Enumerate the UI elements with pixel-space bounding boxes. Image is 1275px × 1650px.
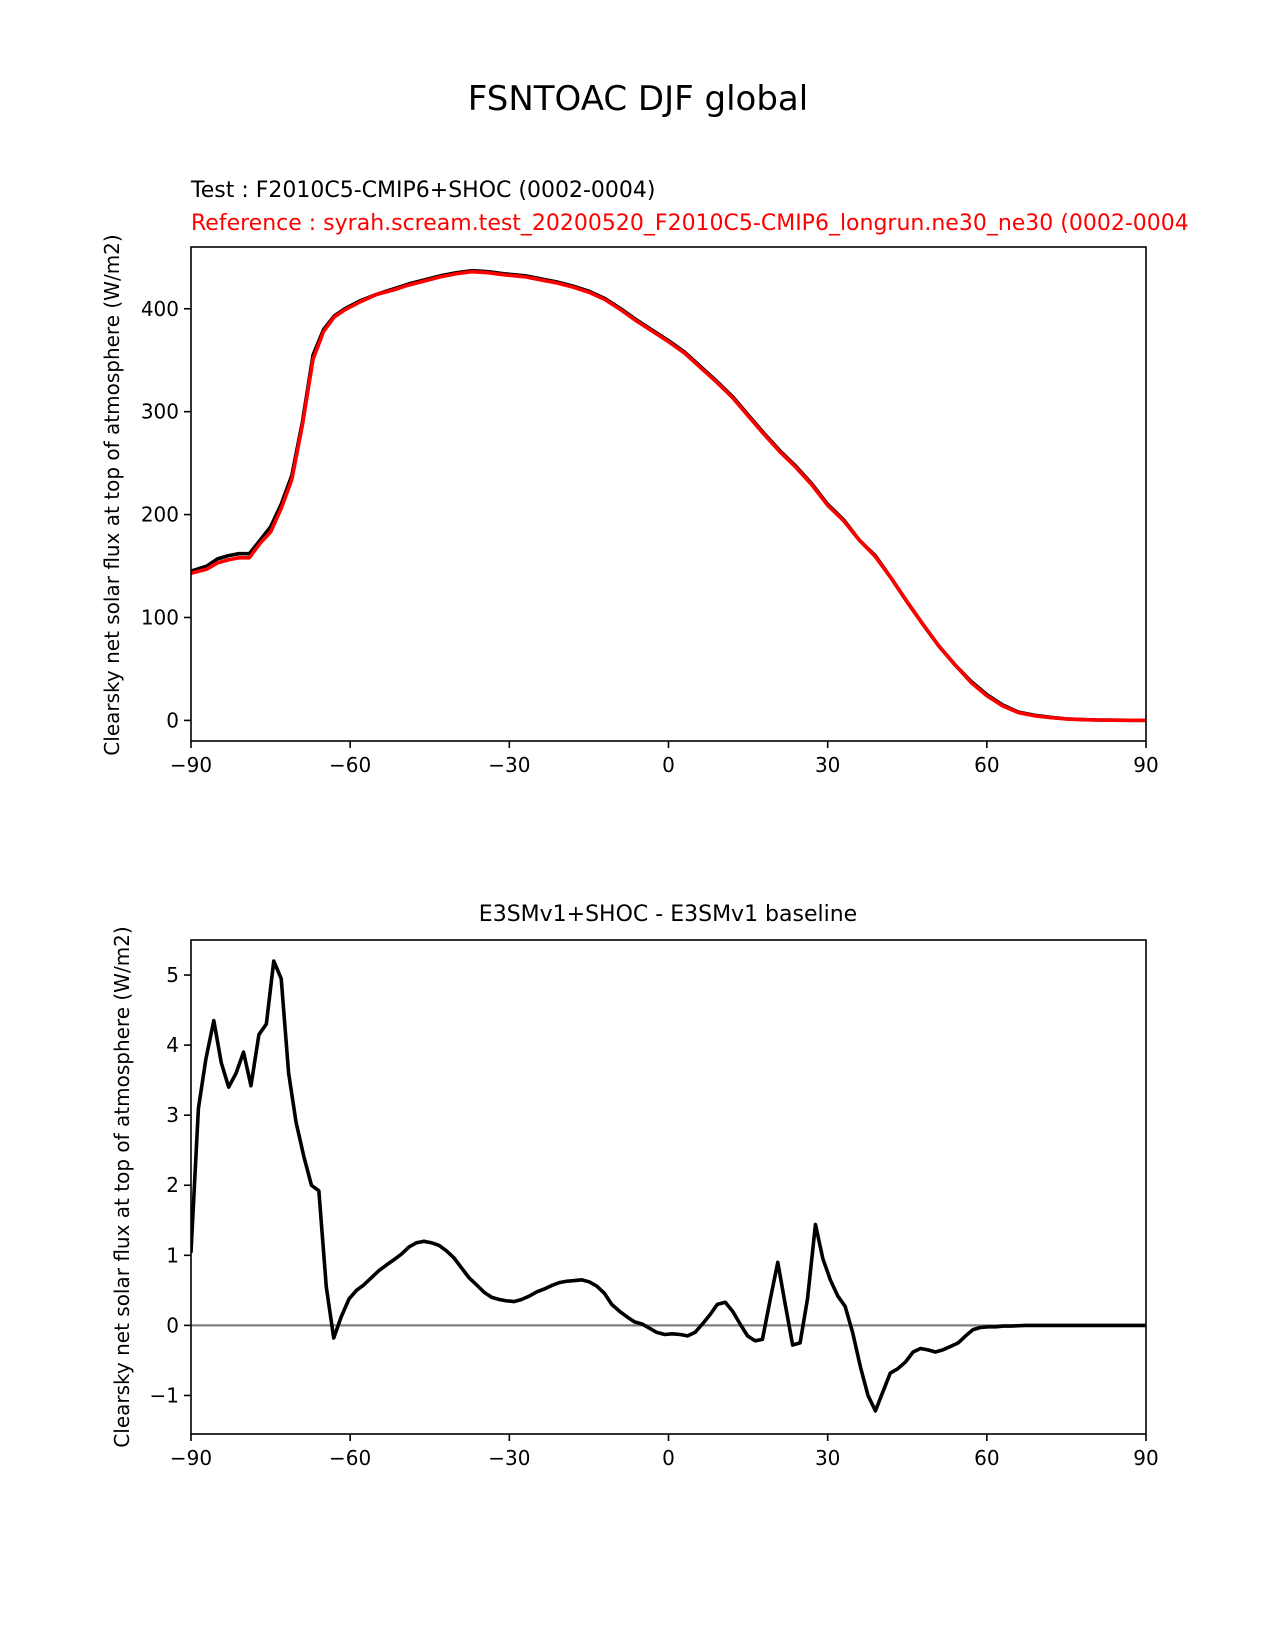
top-panel-series-line-reference bbox=[191, 269, 1146, 723]
bottom-panel-y-tick-label: 5 bbox=[166, 963, 179, 987]
bottom-panel-x-tick-label: −30 bbox=[488, 1446, 530, 1470]
bottom-panel-y-tick-label: 4 bbox=[166, 1033, 179, 1057]
top-panel-x-tick-label: 90 bbox=[1133, 753, 1158, 777]
top-panel-series-group bbox=[191, 268, 1146, 723]
top-panel-reference-subtitle: Reference : syrah.scream.test_20200520_F… bbox=[191, 211, 1189, 236]
bottom-panel-y-tick-label: 0 bbox=[166, 1313, 179, 1337]
bottom-panel-y-tick-label: 2 bbox=[166, 1173, 179, 1197]
bottom-panel: E3SMv1+SHOC - E3SMv1 baseline Clearsky n… bbox=[110, 902, 1159, 1470]
top-panel-x-tick-label: 60 bbox=[974, 753, 999, 777]
top-panel: Test : F2010C5-CMIP6+SHOC (0002-0004) Re… bbox=[100, 178, 1189, 777]
top-panel-y-tick-label: 0 bbox=[166, 708, 179, 732]
top-panel-y-tick-label: 400 bbox=[141, 297, 179, 321]
bottom-panel-x-tick-label: 60 bbox=[974, 1446, 999, 1470]
top-plot-area: −90 −60 −30 0 30 60 90 0 100 200 300 400 bbox=[141, 246, 1159, 777]
top-panel-y-axis-label: Clearsky net solar flux at top of atmosp… bbox=[100, 234, 124, 755]
top-panel-y-tick-label: 300 bbox=[141, 400, 179, 424]
top-panel-x-tick-label: 30 bbox=[815, 753, 840, 777]
top-panel-x-tick-label: −30 bbox=[488, 753, 530, 777]
bottom-panel-x-tick-label: −90 bbox=[170, 1446, 212, 1470]
bottom-panel-x-tick-label: 30 bbox=[815, 1446, 840, 1470]
bottom-panel-x-tick-label: 0 bbox=[662, 1446, 675, 1470]
bottom-panel-y-tick-label: −1 bbox=[150, 1383, 179, 1407]
bottom-panel-title: E3SMv1+SHOC - E3SMv1 baseline bbox=[479, 902, 857, 927]
bottom-panel-x-tick-label: 90 bbox=[1133, 1446, 1158, 1470]
bottom-panel-series-line-e3smv1-shoc-e3smv1 bbox=[191, 959, 1146, 1413]
bottom-panel-y-tick-label: 3 bbox=[166, 1103, 179, 1127]
bottom-panel-x-tick-label: −60 bbox=[329, 1446, 371, 1470]
bottom-panel-series-group bbox=[191, 959, 1146, 1413]
top-panel-x-tick-label: 0 bbox=[662, 753, 675, 777]
figure-title: FSNTOAC DJF global bbox=[468, 79, 808, 119]
bottom-plot-area: −90 −60 −30 0 30 60 90 −1 0 1 2 3 4 5 bbox=[150, 939, 1159, 1470]
bottom-panel-y-tick-label: 1 bbox=[166, 1243, 179, 1267]
bottom-panel-y-axis-label: Clearsky net solar flux at top of atmosp… bbox=[110, 926, 134, 1447]
top-panel-x-tick-label: −90 bbox=[170, 753, 212, 777]
top-panel-x-tick-label: −60 bbox=[329, 753, 371, 777]
top-panel-y-tick-label: 100 bbox=[141, 606, 179, 630]
top-panel-y-tick-label: 200 bbox=[141, 503, 179, 527]
top-panel-test-subtitle: Test : F2010C5-CMIP6+SHOC (0002-0004) bbox=[190, 178, 655, 203]
